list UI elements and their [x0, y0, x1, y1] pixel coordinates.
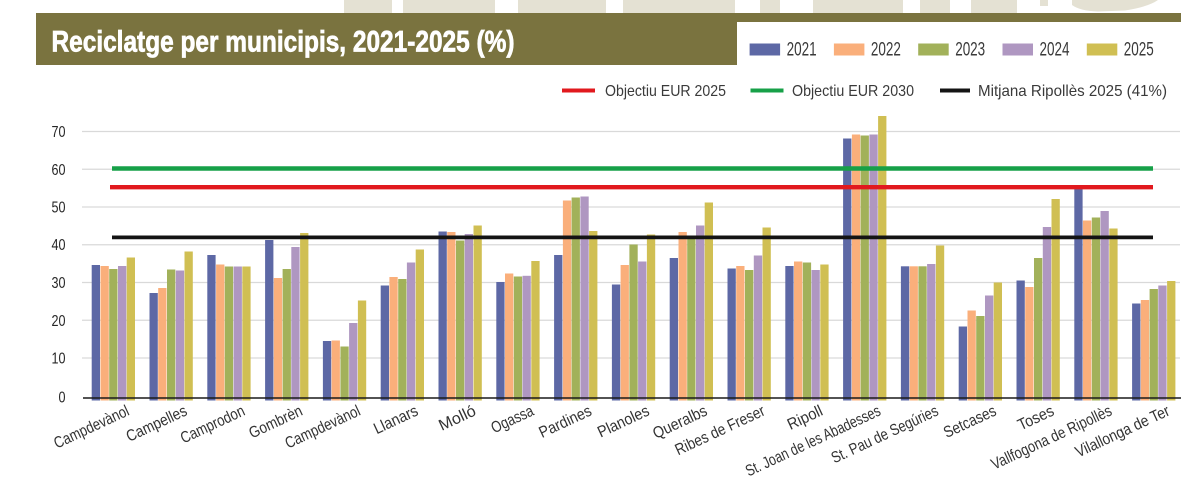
svg-text:Reciclatge per municipis, 2021: Reciclatge per municipis, 2021-2025 (%) — [52, 26, 515, 59]
svg-text:2025: 2025 — [1124, 40, 1154, 61]
svg-text:2022: 2022 — [871, 40, 901, 61]
svg-text:40: 40 — [52, 237, 66, 254]
svg-text:Mitjana Ripollès 2025 (41%): Mitjana Ripollès 2025 (41%) — [978, 83, 1167, 100]
svg-text:30: 30 — [52, 275, 66, 292]
svg-text:2021: 2021 — [787, 40, 817, 61]
svg-text:2023: 2023 — [955, 40, 985, 61]
svg-text:70: 70 — [52, 124, 66, 141]
svg-text:2024: 2024 — [1040, 40, 1070, 61]
svg-text:Objectiu EUR 2025: Objectiu EUR 2025 — [605, 83, 726, 100]
svg-text:0: 0 — [59, 390, 66, 407]
svg-text:Objectiu EUR 2030: Objectiu EUR 2030 — [792, 83, 914, 100]
svg-text:60: 60 — [52, 162, 66, 179]
svg-text:10: 10 — [52, 351, 66, 368]
svg-text:50: 50 — [52, 200, 66, 217]
svg-text:20: 20 — [52, 313, 66, 330]
